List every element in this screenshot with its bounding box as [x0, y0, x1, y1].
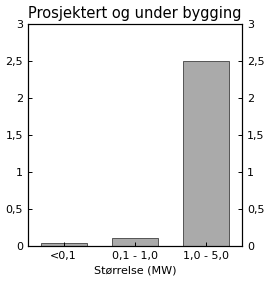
Bar — [40, 243, 87, 246]
Bar — [183, 62, 230, 246]
X-axis label: Størrelse (MW): Størrelse (MW) — [94, 266, 176, 275]
Bar — [112, 238, 158, 246]
Title: Prosjektert og under bygging: Prosjektert og under bygging — [28, 6, 242, 21]
